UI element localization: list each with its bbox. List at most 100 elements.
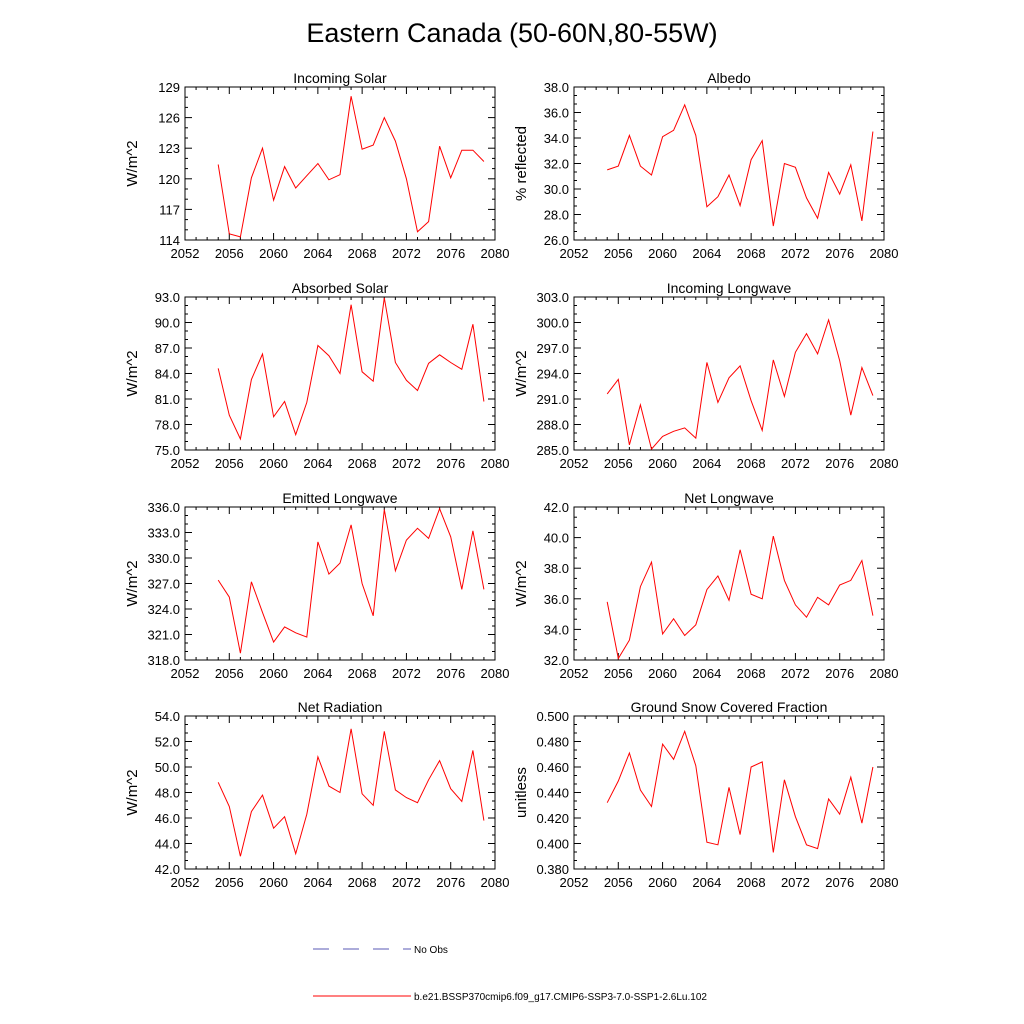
y-axis-label: % reflected — [513, 126, 530, 201]
y-tick-label: 336.0 — [147, 500, 180, 515]
y-tick-label: 26.0 — [544, 233, 569, 248]
x-tick-label: 2060 — [648, 456, 677, 471]
series-line — [217, 507, 485, 654]
x-tick-label: 2064 — [692, 246, 721, 261]
x-tick-label: 2060 — [259, 456, 288, 471]
y-tick-label: 288.0 — [536, 418, 569, 433]
panel-title: Incoming Solar — [293, 70, 387, 86]
x-tick-label: 2052 — [171, 666, 200, 681]
y-tick-label: 291.0 — [536, 392, 569, 407]
y-tick-label: 50.0 — [155, 760, 180, 775]
y-tick-label: 324.0 — [147, 602, 180, 617]
y-tick-label: 78.0 — [155, 418, 180, 433]
x-tick-label: 2080 — [870, 456, 899, 471]
y-tick-label: 0.500 — [536, 709, 569, 724]
y-tick-label: 300.0 — [536, 316, 569, 331]
y-tick-label: 40.0 — [544, 531, 569, 546]
figure-title: Eastern Canada (50-60N,80-55W) — [306, 18, 717, 48]
y-axis-label: W/m^2 — [513, 350, 530, 396]
x-tick-label: 2080 — [870, 246, 899, 261]
plot-frame — [573, 296, 885, 451]
x-tick-label: 2056 — [215, 456, 244, 471]
x-tick-label: 2076 — [436, 246, 465, 261]
x-tick-label: 2080 — [481, 456, 510, 471]
y-tick-label: 318.0 — [147, 653, 180, 668]
x-tick-label: 2064 — [692, 666, 721, 681]
y-tick-label: 93.0 — [155, 290, 180, 305]
panel: Net Radiation W/m^2 2052 2056 2060 2064 2068 20… — [124, 699, 509, 890]
y-axis-label: W/m^2 — [124, 560, 141, 606]
panel-title: Net Radiation — [298, 699, 383, 715]
x-tick-label: 2080 — [481, 666, 510, 681]
x-tick-label: 2056 — [604, 246, 633, 261]
y-tick-label: 32.0 — [544, 157, 569, 172]
legend-no-obs-label: No Obs — [414, 945, 448, 956]
y-tick-label: 294.0 — [536, 367, 569, 382]
y-tick-label: 129 — [158, 80, 180, 95]
x-tick-label: 2080 — [481, 246, 510, 261]
panel: Emitted Longwave W/m^2 2052 2056 2060 2064 206… — [124, 490, 509, 681]
x-tick-label: 2076 — [436, 456, 465, 471]
series-line — [606, 535, 874, 660]
x-tick-label: 2080 — [870, 875, 899, 890]
y-tick-label: 0.380 — [536, 862, 569, 877]
panel: Absorbed Solar W/m^2 2052 2056 2060 2064 2068 2… — [124, 280, 509, 471]
plot-frame — [184, 86, 496, 241]
x-tick-label: 2056 — [215, 666, 244, 681]
x-tick-label: 2076 — [825, 246, 854, 261]
y-tick-label: 0.480 — [536, 735, 569, 750]
x-tick-label: 2072 — [392, 456, 421, 471]
series-line — [217, 728, 485, 857]
series-line — [217, 297, 485, 441]
y-tick-label: 36.0 — [544, 106, 569, 121]
panel-title: Albedo — [707, 70, 751, 86]
y-tick-label: 84.0 — [155, 367, 180, 382]
panel: Ground Snow Covered Fraction unitless 2052… — [513, 699, 898, 890]
plot-frame — [573, 715, 885, 870]
y-tick-label: 44.0 — [155, 837, 180, 852]
plot-frame — [573, 86, 885, 241]
x-tick-label: 2072 — [781, 456, 810, 471]
x-tick-label: 2052 — [560, 875, 589, 890]
x-tick-label: 2056 — [604, 456, 633, 471]
y-tick-label: 34.0 — [544, 131, 569, 146]
series-line — [606, 318, 874, 451]
y-tick-label: 42.0 — [155, 862, 180, 877]
x-tick-label: 2052 — [560, 456, 589, 471]
x-tick-label: 2068 — [737, 456, 766, 471]
x-tick-label: 2056 — [215, 875, 244, 890]
x-tick-label: 2056 — [215, 246, 244, 261]
x-tick-label: 2056 — [604, 875, 633, 890]
y-tick-label: 321.0 — [147, 628, 180, 643]
x-tick-label: 2064 — [303, 246, 332, 261]
x-tick-label: 2076 — [825, 666, 854, 681]
x-tick-label: 2080 — [481, 875, 510, 890]
series-line — [217, 96, 485, 238]
y-tick-label: 30.0 — [544, 182, 569, 197]
x-tick-label: 2068 — [348, 456, 377, 471]
y-tick-label: 297.0 — [536, 341, 569, 356]
panel: Net Longwave W/m^2 2052 2056 2060 2064 2068 207… — [513, 490, 898, 681]
y-tick-label: 303.0 — [536, 290, 569, 305]
y-tick-label: 46.0 — [155, 811, 180, 826]
y-tick-label: 87.0 — [155, 341, 180, 356]
y-tick-label: 38.0 — [544, 561, 569, 576]
x-tick-label: 2052 — [171, 246, 200, 261]
x-tick-label: 2068 — [737, 246, 766, 261]
panel: Incoming Solar W/m^2 2052 2056 2060 2064 2068 2… — [124, 70, 509, 261]
y-tick-label: 38.0 — [544, 80, 569, 95]
y-tick-label: 36.0 — [544, 592, 569, 607]
x-tick-label: 2056 — [604, 666, 633, 681]
x-tick-label: 2060 — [648, 246, 677, 261]
x-tick-label: 2068 — [737, 666, 766, 681]
x-tick-label: 2060 — [259, 875, 288, 890]
y-tick-label: 333.0 — [147, 526, 180, 541]
x-tick-label: 2064 — [303, 666, 332, 681]
y-axis-label: unitless — [513, 767, 530, 818]
x-tick-label: 2068 — [348, 666, 377, 681]
y-tick-label: 54.0 — [155, 709, 180, 724]
x-tick-label: 2076 — [436, 666, 465, 681]
y-tick-label: 75.0 — [155, 443, 180, 458]
y-tick-label: 28.0 — [544, 208, 569, 223]
